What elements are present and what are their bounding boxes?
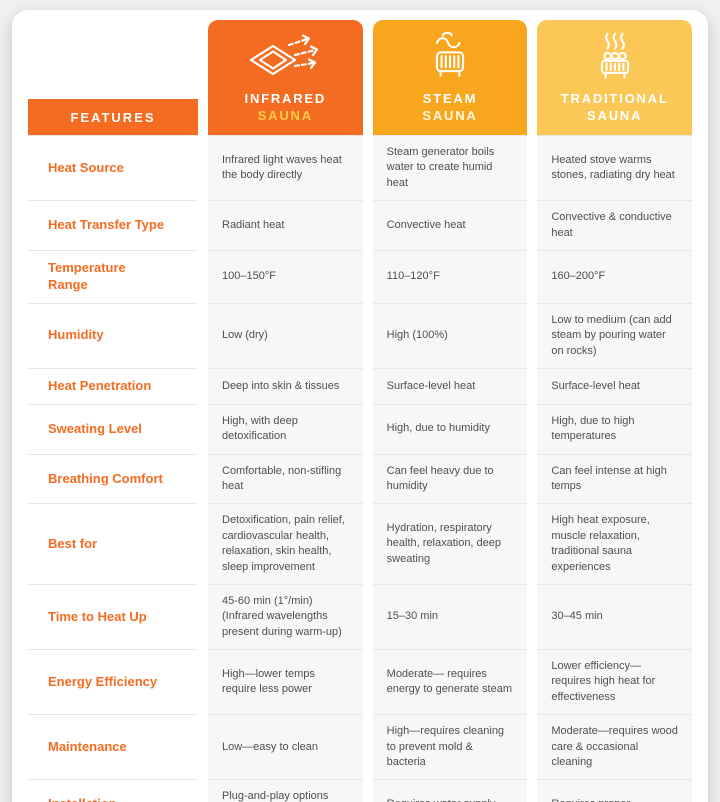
traditional-value: Surface-level heat <box>537 368 692 405</box>
feature-label: Heat Source <box>28 136 198 202</box>
steam-value: Moderate— requires energy to generate st… <box>372 650 528 716</box>
steam-column-title: STEAM SAUNA <box>422 90 478 124</box>
features-header-badge: FEATURES <box>28 99 198 135</box>
steam-value: 15–30 min <box>372 584 528 651</box>
infrared-value: High, with deep detoxification <box>208 404 363 455</box>
steam-value: High, due to humidity <box>372 404 528 455</box>
infrared-value: Infrared light waves heat the body direc… <box>208 136 363 202</box>
steam-value: Convective heat <box>372 201 528 251</box>
infrared-value: 100–150°F <box>208 250 363 304</box>
traditional-value: Lower efficiency— requires high heat for… <box>537 650 692 716</box>
steam-value: High (100%) <box>372 303 528 369</box>
infrared-column-title: INFRARED SAUNA <box>244 90 327 124</box>
infrared-value: Detoxification, pain relief, cardiovascu… <box>208 504 363 585</box>
feature-label: Installation Considerations <box>28 780 198 802</box>
steam-value: Requires water supply, drainage, & venti… <box>372 780 528 802</box>
steam-column-header: STEAM SAUNA <box>372 20 528 136</box>
infrared-value: Low—easy to clean <box>208 715 363 781</box>
steam-value: Hydration, respiratory health, relaxatio… <box>372 504 528 585</box>
steam-value: Can feel heavy due to humidity <box>372 454 528 505</box>
steam-value: Steam generator boils water to create hu… <box>372 136 528 202</box>
traditional-value: High heat exposure, muscle relaxation, t… <box>537 504 692 585</box>
traditional-value: High, due to high temperatures <box>537 404 692 455</box>
infrared-value: 45-60 min (1°/min) (Infrared wavelengths… <box>208 584 363 651</box>
traditional-sauna-heater-icon <box>579 20 651 90</box>
infrared-value: Deep into skin & tissues <box>208 368 363 405</box>
feature-label: Time to Heat Up <box>28 584 198 651</box>
traditional-value: Requires proper insulation & ventilation <box>537 780 692 802</box>
feature-label: Heat Transfer Type <box>28 201 198 251</box>
traditional-value: Low to medium (can add steam by pouring … <box>537 303 692 369</box>
feature-label: Humidity <box>28 303 198 369</box>
infrared-value: Low (dry) <box>208 303 363 369</box>
infrared-column-header: INFRARED SAUNA <box>208 20 363 136</box>
traditional-column-title: TRADITIONAL SAUNA <box>560 90 669 124</box>
steam-value: 110–120°F <box>372 250 528 304</box>
sauna-comparison-table: FEATURES INFRARED SAUNA <box>12 10 708 802</box>
features-column-header: FEATURES <box>28 20 198 136</box>
feature-label: Energy Efficiency <box>28 650 198 716</box>
infrared-waves-icon <box>245 20 325 90</box>
feature-label: Maintenance <box>28 715 198 781</box>
traditional-value: 30–45 min <box>537 584 692 651</box>
feature-label: Heat Penetration <box>28 368 198 405</box>
traditional-value: Can feel intense at high temps <box>537 454 692 505</box>
steam-value: High—requires cleaning to prevent mold &… <box>372 715 528 781</box>
feature-label: Temperature Range <box>28 250 198 304</box>
feature-label: Sweating Level <box>28 404 198 455</box>
steam-value: Surface-level heat <box>372 368 528 405</box>
comparison-grid: FEATURES INFRARED SAUNA <box>28 20 692 802</box>
infrared-value: Plug-and-play options available; no spec… <box>208 780 363 802</box>
traditional-column-header: TRADITIONAL SAUNA <box>537 20 692 136</box>
traditional-value: Convective & conductive heat <box>537 201 692 251</box>
traditional-value: Heated stove warms stones, radiating dry… <box>537 136 692 202</box>
steam-heater-icon <box>414 20 486 90</box>
feature-label: Breathing Comfort <box>28 454 198 505</box>
infrared-value: High—lower temps require less power <box>208 650 363 716</box>
infrared-value: Comfortable, non-stifling heat <box>208 454 363 505</box>
traditional-value: 160–200°F <box>537 250 692 304</box>
feature-label: Best for <box>28 504 198 585</box>
traditional-value: Moderate—requires wood care & occasional… <box>537 715 692 781</box>
infrared-value: Radiant heat <box>208 201 363 251</box>
